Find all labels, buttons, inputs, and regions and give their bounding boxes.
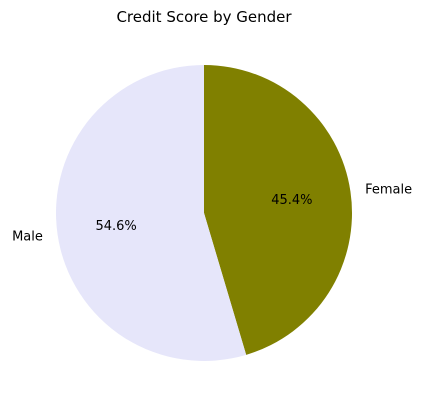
pie-labels: Female 45.4% Male 54.6% (12, 183, 412, 245)
pie-slices (56, 65, 353, 361)
slice-label-female: Female (365, 183, 412, 198)
slice-pct-female: 45.4% (271, 193, 312, 208)
slice-pct-male: 54.6% (95, 219, 136, 234)
pie-slice-female (204, 65, 353, 355)
chart-title: Credit Score by Gender (116, 8, 292, 26)
slice-label-male: Male (12, 229, 43, 244)
pie-slice-male (56, 65, 247, 361)
